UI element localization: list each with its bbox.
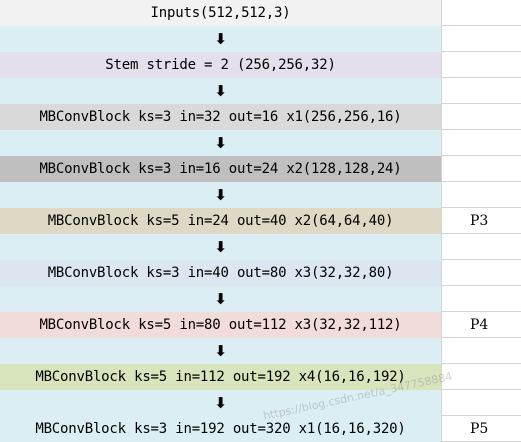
layer-row: MBConvBlock ks=3 in=16 out=24 x2(128,128… [0,156,521,182]
feature-level-label [441,260,521,286]
layer-row: MBConvBlock ks=5 in=112 out=192 x4(16,16… [0,364,521,390]
empty-side-cell [441,26,521,52]
empty-side-cell [441,130,521,156]
layer-row: Stem stride = 2 (256,256,32) [0,52,521,78]
feature-level-label: P4 [441,312,521,338]
layer-block: MBConvBlock ks=3 in=192 out=320 x1(16,16… [0,416,441,442]
down-arrow-icon: ⬇ [0,286,441,312]
layer-row: MBConvBlock ks=5 in=24 out=40 x2(64,64,4… [0,208,521,234]
layer-block: MBConvBlock ks=5 in=80 out=112 x3(32,32,… [0,312,441,338]
down-arrow-icon: ⬇ [0,390,441,416]
arrow-row: ⬇ [0,338,521,364]
down-arrow-icon: ⬇ [0,234,441,260]
arrow-row: ⬇ [0,182,521,208]
layer-row: MBConvBlock ks=3 in=32 out=16 x1(256,256… [0,104,521,130]
empty-side-cell [441,182,521,208]
feature-level-label [441,0,521,26]
layer-block: Inputs(512,512,3) [0,0,441,26]
down-arrow-icon: ⬇ [0,338,441,364]
layer-block: Stem stride = 2 (256,256,32) [0,52,441,78]
layer-row: MBConvBlock ks=3 in=40 out=80 x3(32,32,8… [0,260,521,286]
arrow-row: ⬇ [0,234,521,260]
layer-block: MBConvBlock ks=5 in=112 out=192 x4(16,16… [0,364,441,390]
layer-block: MBConvBlock ks=3 in=40 out=80 x3(32,32,8… [0,260,441,286]
feature-level-label [441,52,521,78]
layer-block: MBConvBlock ks=3 in=16 out=24 x2(128,128… [0,156,441,182]
empty-side-cell [441,286,521,312]
feature-level-label [441,104,521,130]
empty-side-cell [441,78,521,104]
layer-row: MBConvBlock ks=5 in=80 out=112 x3(32,32,… [0,312,521,338]
down-arrow-icon: ⬇ [0,182,441,208]
arrow-row: ⬇ [0,78,521,104]
empty-side-cell [441,338,521,364]
layer-row: MBConvBlock ks=3 in=192 out=320 x1(16,16… [0,416,521,442]
layer-block: MBConvBlock ks=5 in=24 out=40 x2(64,64,4… [0,208,441,234]
empty-side-cell [441,390,521,416]
down-arrow-icon: ⬇ [0,130,441,156]
feature-level-label: P5 [441,416,521,442]
down-arrow-icon: ⬇ [0,78,441,104]
feature-level-label [441,156,521,182]
arrow-row: ⬇ [0,130,521,156]
arrow-row: ⬇ [0,286,521,312]
down-arrow-icon: ⬇ [0,26,441,52]
feature-level-label: P3 [441,208,521,234]
arrow-row: ⬇ [0,390,521,416]
layer-block: MBConvBlock ks=3 in=32 out=16 x1(256,256… [0,104,441,130]
arrow-row: ⬇ [0,26,521,52]
feature-level-label [441,364,521,390]
layer-row: Inputs(512,512,3) [0,0,521,26]
empty-side-cell [441,234,521,260]
